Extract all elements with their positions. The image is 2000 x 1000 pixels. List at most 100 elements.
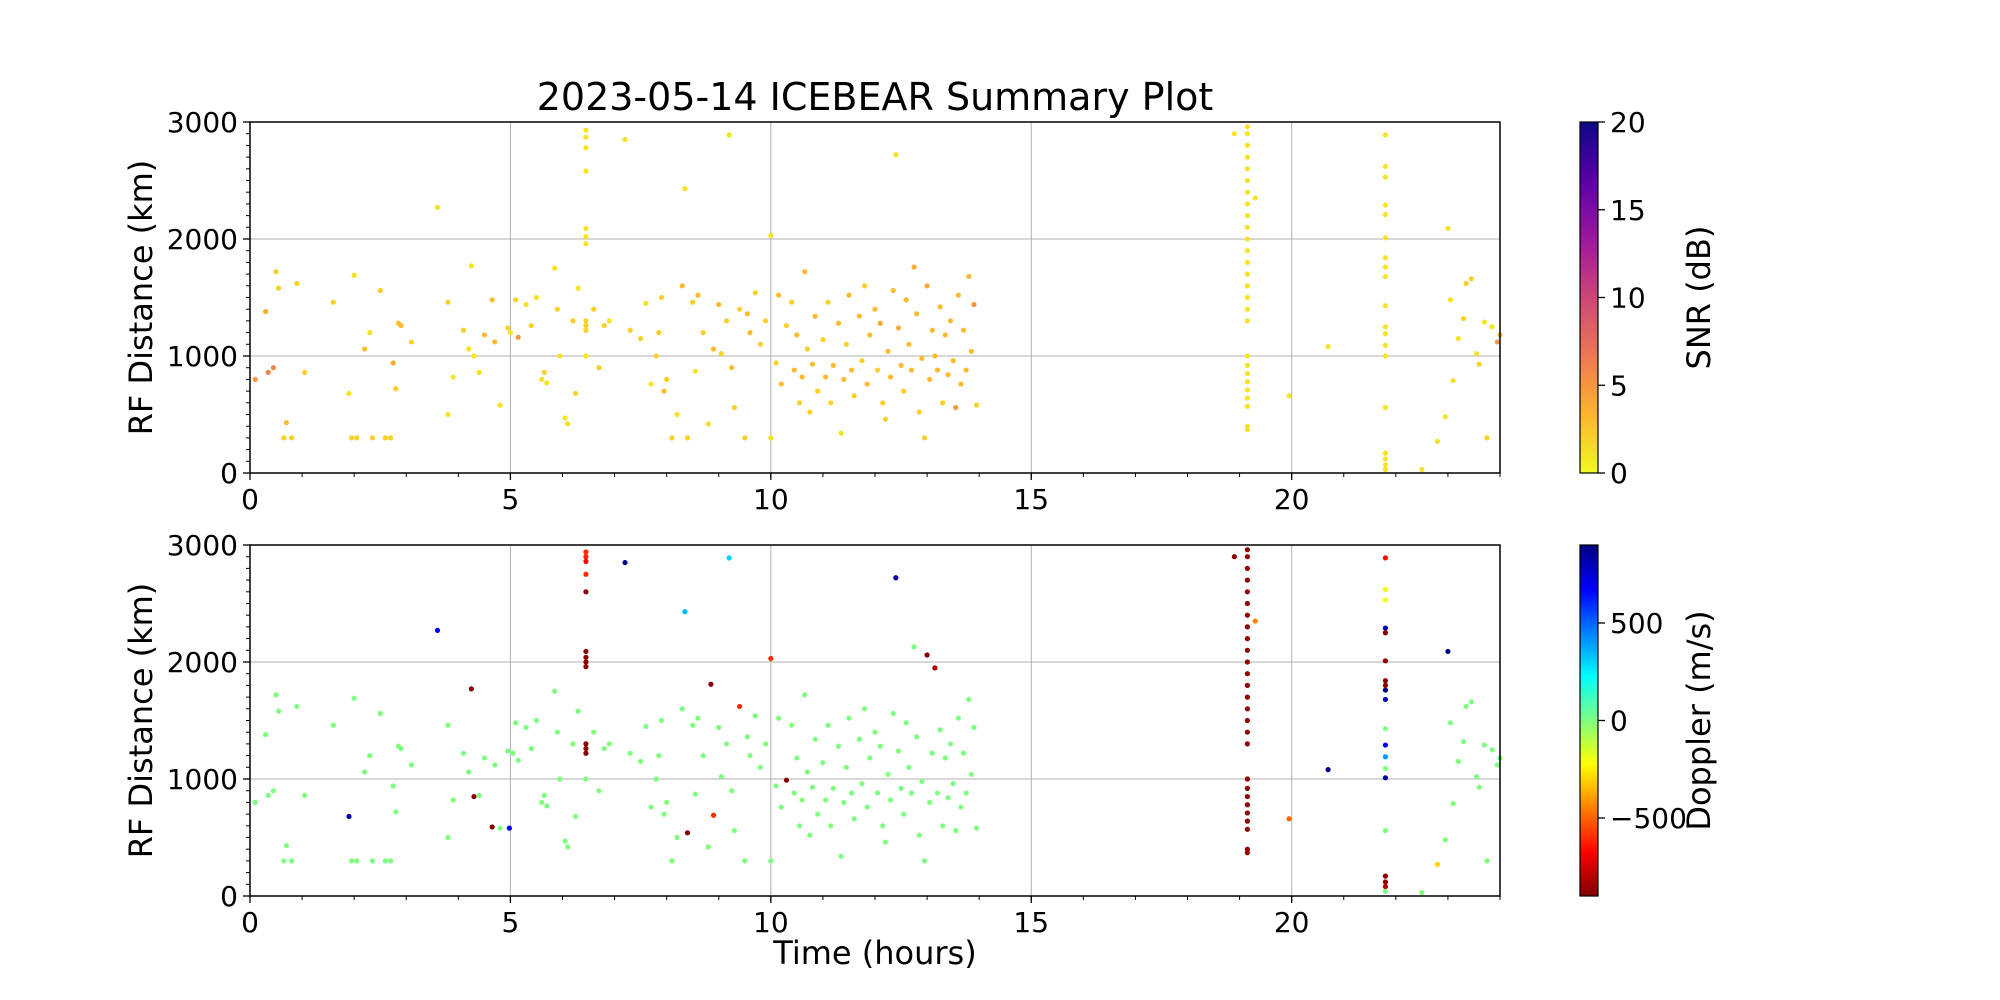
data-point	[914, 734, 920, 740]
data-point	[875, 790, 881, 796]
data-point	[408, 762, 415, 768]
data-point	[1244, 729, 1250, 735]
data-point	[783, 777, 790, 783]
data-point	[895, 748, 902, 754]
data-point	[1382, 696, 1389, 703]
y-tick-label: 0	[220, 457, 238, 490]
data-point	[747, 753, 753, 759]
data-point	[958, 804, 964, 810]
data-point	[1244, 201, 1250, 207]
data-point	[888, 374, 894, 380]
data-point	[606, 741, 612, 747]
data-point	[1382, 884, 1389, 890]
data-point	[1244, 379, 1250, 385]
data-point	[1244, 124, 1250, 130]
data-point	[541, 369, 547, 375]
data-point	[596, 788, 602, 794]
data-point	[796, 823, 803, 829]
data-point	[302, 369, 308, 375]
data-point	[921, 858, 928, 864]
data-point	[859, 781, 865, 787]
data-point	[552, 688, 558, 694]
data-point	[1244, 624, 1250, 630]
colorbar-tick-label: 15	[1610, 194, 1646, 227]
bottom-y-axis-label: RF Distance (km)	[122, 583, 160, 859]
data-point	[346, 390, 352, 397]
data-point	[898, 362, 904, 368]
data-point	[1484, 435, 1490, 441]
data-point	[882, 839, 889, 845]
data-point	[921, 435, 928, 441]
data-point	[513, 720, 519, 726]
data-point	[583, 127, 589, 133]
data-point	[684, 435, 691, 441]
data-point	[1244, 294, 1250, 301]
data-point	[731, 404, 737, 411]
data-point	[1382, 754, 1389, 760]
data-point	[1244, 600, 1250, 607]
data-point	[570, 318, 576, 324]
data-point	[841, 376, 847, 382]
data-point	[1419, 889, 1425, 896]
data-point	[1455, 335, 1461, 342]
data-point	[919, 778, 925, 784]
data-point	[838, 430, 844, 436]
snr-colorbar-label: SNR (dB)	[1680, 226, 1718, 370]
data-point	[596, 365, 602, 371]
data-point	[1244, 741, 1250, 747]
data-point	[898, 785, 904, 791]
data-point	[265, 792, 271, 798]
colorbar-tick-label: 10	[1610, 282, 1646, 315]
data-point	[489, 824, 495, 830]
data-point	[1382, 462, 1389, 468]
data-point	[601, 745, 607, 752]
data-point	[1244, 659, 1250, 665]
data-point	[940, 823, 946, 829]
data-point	[752, 713, 758, 719]
data-point	[830, 362, 836, 368]
data-point	[398, 322, 404, 329]
data-point	[679, 283, 685, 289]
data-point	[270, 365, 277, 371]
data-point	[872, 729, 878, 735]
data-point	[622, 136, 628, 143]
data-point	[872, 306, 878, 312]
data-point	[1382, 879, 1389, 885]
bottom-axis-ticks: 0 5 10 15 20 0 1000 2000 3000	[167, 529, 1501, 939]
data-point	[835, 743, 842, 749]
data-point	[973, 825, 980, 831]
data-point	[1244, 647, 1250, 653]
colorbar-tick-label: 5	[1610, 369, 1628, 402]
data-point	[773, 360, 779, 366]
data-point	[708, 681, 714, 687]
data-point	[369, 858, 375, 864]
data-point	[648, 804, 654, 810]
data-point	[934, 367, 941, 373]
data-point	[562, 838, 568, 844]
data-point	[744, 734, 750, 740]
data-point	[471, 353, 477, 359]
data-point	[812, 736, 818, 742]
top-plot-frame	[249, 121, 1501, 474]
data-point	[523, 301, 529, 308]
data-point	[820, 760, 826, 766]
data-point	[481, 755, 487, 761]
data-point	[1325, 767, 1331, 773]
data-point	[1244, 306, 1250, 312]
data-point	[583, 318, 589, 324]
data-point	[893, 575, 899, 581]
data-point	[497, 825, 503, 831]
data-point	[583, 654, 589, 660]
data-point	[583, 750, 589, 756]
data-point	[554, 729, 560, 735]
doppler-colorbar-ticks: −500 0 500	[1598, 607, 1687, 835]
data-point	[955, 715, 961, 721]
data-point	[882, 416, 889, 422]
data-point	[716, 301, 722, 308]
data-point	[864, 381, 870, 387]
data-point	[1244, 224, 1250, 230]
data-point	[1244, 682, 1250, 689]
data-point	[1244, 142, 1250, 148]
data-point	[851, 816, 857, 822]
data-point	[705, 421, 711, 427]
